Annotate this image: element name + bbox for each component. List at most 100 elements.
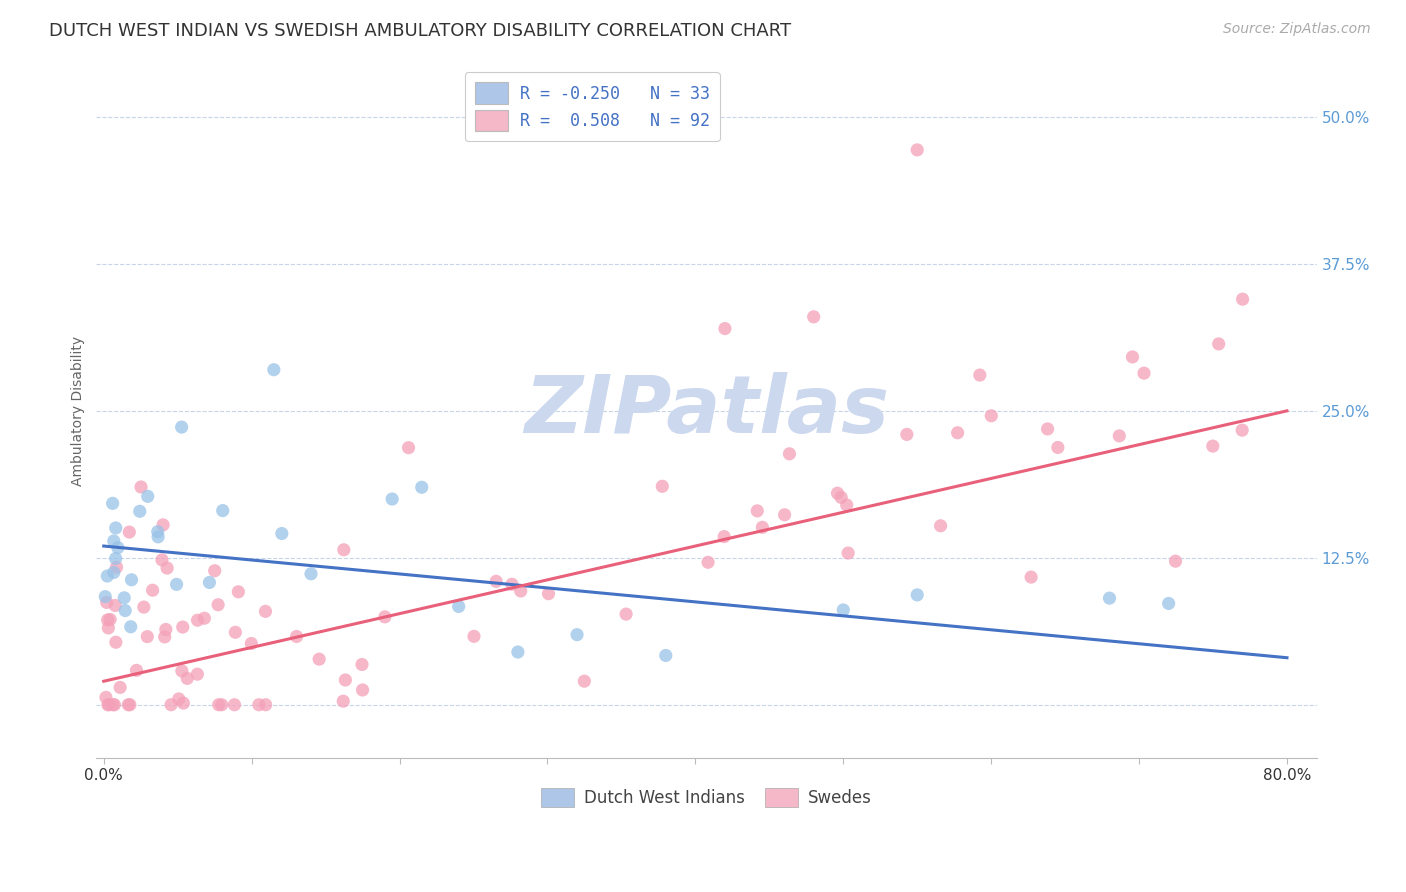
Point — [97, 698, 120, 712]
Point — [121, 573, 143, 587]
Point — [150, 553, 173, 567]
Point — [224, 625, 246, 640]
Point — [254, 698, 277, 712]
Point — [285, 630, 308, 644]
Point — [333, 542, 356, 557]
Point — [1036, 422, 1059, 436]
Point — [247, 698, 270, 712]
Point — [1019, 570, 1042, 584]
Point — [228, 584, 250, 599]
Point — [156, 561, 179, 575]
Y-axis label: Ambulatory Disability: Ambulatory Disability — [72, 335, 86, 486]
Point — [830, 491, 852, 505]
Point — [501, 577, 523, 591]
Point — [204, 564, 226, 578]
Point — [773, 508, 796, 522]
Point — [153, 630, 176, 644]
Point — [263, 362, 285, 376]
Point — [160, 698, 183, 712]
Point — [574, 674, 596, 689]
Point — [97, 621, 120, 635]
Point — [155, 623, 177, 637]
Point — [170, 664, 193, 678]
Point — [118, 698, 141, 712]
Text: Source: ZipAtlas.com: Source: ZipAtlas.com — [1223, 22, 1371, 37]
Point — [98, 612, 121, 626]
Point — [198, 575, 221, 590]
Point — [905, 143, 928, 157]
Point — [170, 420, 193, 434]
Point — [211, 698, 233, 712]
Point — [172, 696, 194, 710]
Point — [96, 569, 118, 583]
Point — [565, 628, 588, 642]
Point — [105, 560, 128, 574]
Text: ZIPatlas: ZIPatlas — [524, 372, 889, 450]
Point — [114, 603, 136, 617]
Point — [946, 425, 969, 440]
Point — [1157, 597, 1180, 611]
Point — [108, 681, 131, 695]
Point — [308, 652, 330, 666]
Point — [969, 368, 991, 382]
Point — [751, 520, 773, 534]
Point — [211, 503, 233, 517]
Point — [832, 603, 855, 617]
Point — [896, 427, 918, 442]
Point — [104, 551, 127, 566]
Point — [132, 600, 155, 615]
Point — [398, 441, 420, 455]
Point — [128, 504, 150, 518]
Point — [374, 610, 396, 624]
Point — [101, 698, 124, 712]
Point — [509, 584, 531, 599]
Point — [537, 587, 560, 601]
Point — [713, 530, 735, 544]
Point — [104, 599, 127, 613]
Point — [207, 598, 229, 612]
Point — [1046, 441, 1069, 455]
Point — [270, 526, 292, 541]
Point — [485, 574, 508, 589]
Point — [1098, 591, 1121, 606]
Point — [103, 533, 125, 548]
Point — [146, 524, 169, 539]
Point — [104, 521, 127, 535]
Point — [104, 635, 127, 649]
Point — [186, 667, 208, 681]
Point — [107, 541, 129, 555]
Point — [142, 583, 165, 598]
Point — [506, 645, 529, 659]
Point — [980, 409, 1002, 423]
Point — [240, 636, 263, 650]
Point — [103, 566, 125, 580]
Point — [146, 530, 169, 544]
Point — [166, 577, 188, 591]
Point — [835, 498, 858, 512]
Point — [1133, 366, 1156, 380]
Point — [187, 613, 209, 627]
Point — [905, 588, 928, 602]
Point — [112, 591, 135, 605]
Point — [803, 310, 825, 324]
Point — [697, 555, 720, 569]
Point — [1202, 439, 1225, 453]
Point — [172, 620, 194, 634]
Point — [129, 480, 152, 494]
Point — [332, 694, 354, 708]
Point — [1232, 292, 1254, 306]
Point — [136, 489, 159, 503]
Point — [103, 698, 125, 712]
Point — [117, 698, 139, 712]
Point — [1108, 429, 1130, 443]
Point — [655, 648, 678, 663]
Text: DUTCH WEST INDIAN VS SWEDISH AMBULATORY DISABILITY CORRELATION CHART: DUTCH WEST INDIAN VS SWEDISH AMBULATORY … — [49, 22, 792, 40]
Legend: Dutch West Indians, Swedes: Dutch West Indians, Swedes — [533, 780, 880, 815]
Point — [193, 611, 215, 625]
Point — [136, 630, 159, 644]
Point — [381, 491, 404, 506]
Point — [118, 524, 141, 539]
Point — [167, 692, 190, 706]
Point — [714, 321, 737, 335]
Point — [411, 480, 433, 494]
